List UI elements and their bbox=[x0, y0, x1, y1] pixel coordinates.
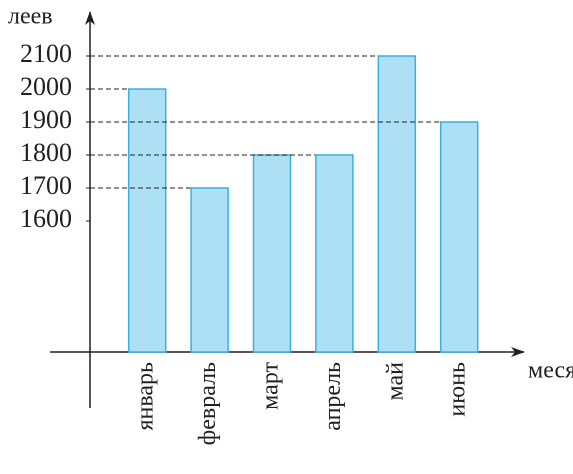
x-axis-label: месяц bbox=[528, 358, 573, 384]
x-tick-label: май bbox=[382, 362, 408, 401]
x-tick-label: март bbox=[258, 362, 284, 410]
bar bbox=[439, 121, 479, 353]
bar bbox=[127, 88, 167, 353]
y-tick-label: 1900 bbox=[20, 105, 72, 134]
y-tick-label: 1700 bbox=[20, 171, 72, 200]
bar bbox=[252, 154, 292, 353]
x-tick-label: апрель bbox=[320, 362, 346, 431]
x-tick-label: июнь bbox=[445, 362, 471, 417]
x-tick-label: февраль bbox=[195, 362, 221, 445]
y-tick-label: 2100 bbox=[20, 39, 72, 68]
y-axis-label: леев bbox=[8, 4, 53, 30]
bar bbox=[190, 187, 229, 353]
y-tick-label: 2000 bbox=[20, 72, 72, 101]
x-tick-label: январь bbox=[133, 362, 159, 431]
bar bbox=[377, 55, 417, 353]
bar bbox=[315, 154, 354, 353]
y-tick-label: 1800 bbox=[20, 138, 72, 167]
y-tick-label: 1600 bbox=[20, 204, 72, 233]
